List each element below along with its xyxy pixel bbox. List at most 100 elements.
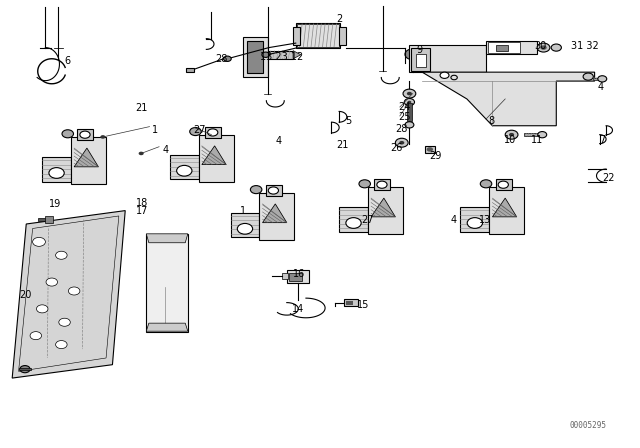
Circle shape (30, 332, 42, 340)
Text: 31 32: 31 32 (571, 41, 599, 51)
Circle shape (36, 305, 48, 313)
Bar (489, 187, 524, 234)
Polygon shape (262, 204, 287, 223)
Text: 4: 4 (275, 136, 282, 146)
Bar (268, 51, 293, 59)
Bar (147, 234, 188, 332)
Circle shape (408, 101, 412, 103)
Text: 28: 28 (215, 54, 227, 64)
Text: 18: 18 (136, 198, 148, 207)
Circle shape (189, 128, 201, 136)
Text: 8: 8 (488, 116, 494, 126)
Circle shape (346, 218, 361, 228)
Circle shape (407, 92, 412, 95)
Polygon shape (492, 198, 516, 217)
Bar (346, 301, 353, 305)
Text: 21: 21 (336, 139, 349, 150)
Text: 22: 22 (602, 173, 615, 183)
Bar (416, 54, 426, 67)
Circle shape (498, 181, 508, 188)
Text: 13: 13 (479, 215, 491, 224)
Circle shape (59, 318, 70, 326)
Bar (374, 179, 390, 190)
Text: 15: 15 (357, 300, 370, 310)
Circle shape (467, 218, 483, 228)
Bar (292, 26, 300, 45)
Text: 1: 1 (240, 207, 246, 216)
Text: 4: 4 (598, 82, 604, 92)
Bar (246, 39, 264, 72)
Circle shape (20, 366, 30, 373)
Circle shape (505, 130, 518, 139)
Bar (186, 68, 193, 72)
Bar (410, 45, 486, 72)
Circle shape (223, 56, 231, 61)
Circle shape (410, 52, 416, 56)
Circle shape (49, 168, 64, 178)
Bar (170, 155, 198, 179)
Bar (407, 103, 412, 121)
Circle shape (509, 133, 514, 137)
Circle shape (139, 152, 144, 155)
Text: 13 23 12: 13 23 12 (260, 52, 303, 61)
Circle shape (56, 251, 67, 259)
Circle shape (598, 76, 607, 82)
Circle shape (551, 44, 561, 51)
Bar (45, 216, 53, 223)
Bar (339, 207, 368, 232)
Bar (296, 23, 340, 47)
Circle shape (250, 185, 262, 194)
Bar (495, 179, 511, 190)
Text: 28: 28 (396, 124, 408, 134)
Text: 9: 9 (416, 45, 422, 55)
Text: 27: 27 (362, 215, 374, 225)
Bar (71, 137, 106, 184)
Bar (42, 157, 71, 181)
Bar (198, 135, 234, 181)
Text: 17: 17 (136, 206, 148, 215)
Bar (289, 273, 302, 281)
Circle shape (480, 180, 492, 188)
Circle shape (427, 147, 433, 152)
Circle shape (268, 187, 278, 194)
Text: 6: 6 (65, 56, 71, 66)
Text: 21: 21 (135, 103, 147, 113)
Bar (205, 127, 221, 138)
Circle shape (177, 165, 192, 176)
Text: 16: 16 (293, 269, 306, 279)
Text: 2: 2 (336, 13, 342, 24)
Text: 10: 10 (504, 135, 516, 145)
Bar (266, 185, 282, 196)
Polygon shape (293, 51, 301, 59)
Bar (297, 24, 339, 47)
Circle shape (540, 45, 547, 50)
Bar (524, 134, 540, 136)
Circle shape (33, 237, 45, 246)
Circle shape (403, 89, 416, 98)
Text: 25: 25 (399, 112, 411, 122)
Bar (247, 41, 263, 73)
Polygon shape (422, 72, 595, 126)
Bar (488, 42, 520, 53)
Circle shape (396, 138, 408, 147)
Polygon shape (147, 234, 188, 243)
Circle shape (359, 180, 371, 188)
Circle shape (62, 130, 74, 138)
Text: 4: 4 (451, 215, 457, 224)
Bar (287, 270, 309, 283)
Circle shape (56, 340, 67, 349)
Text: 19: 19 (49, 199, 61, 209)
Circle shape (405, 122, 414, 128)
Bar (243, 37, 268, 77)
Polygon shape (202, 146, 226, 164)
Text: 24: 24 (399, 102, 411, 112)
Circle shape (537, 43, 550, 52)
Circle shape (68, 287, 80, 295)
Bar (259, 193, 294, 240)
Text: 26: 26 (390, 143, 403, 153)
Circle shape (377, 181, 387, 188)
Circle shape (100, 135, 106, 139)
Text: 27: 27 (194, 125, 206, 135)
Bar (486, 41, 537, 54)
Text: 20: 20 (19, 290, 31, 301)
